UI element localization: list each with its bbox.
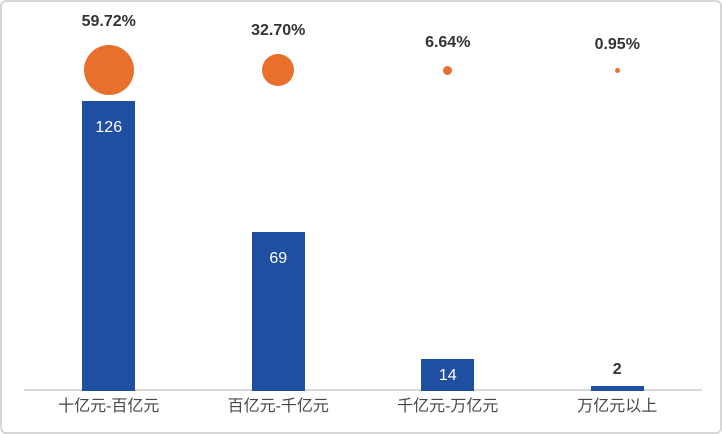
bar-3 [421, 359, 475, 391]
bar-value-label: 69 [269, 250, 288, 267]
bubble-pct-label: 0.95% [594, 35, 640, 53]
percentage-bubble [83, 45, 134, 95]
x-axis-category-label: 十亿元-百亿元 [58, 398, 160, 415]
x-axis-line [24, 389, 702, 391]
bar-1 [82, 101, 136, 391]
bar-4 [590, 386, 644, 391]
bubble-pct-label: 6.64% [425, 33, 471, 51]
percentage-bubble [262, 54, 295, 86]
x-axis-category-label: 千亿元-万亿元 [397, 398, 499, 415]
bubble-pct-label: 59.72% [81, 13, 136, 30]
x-axis-category-label: 万亿元以上 [577, 398, 658, 415]
bar-value-label: 2 [612, 361, 622, 378]
bar-value-label: 126 [95, 119, 123, 136]
x-axis-category-label: 百亿元-千亿元 [227, 398, 329, 415]
bar-2 [251, 232, 305, 391]
bubble-pct-label: 32.70% [251, 22, 306, 39]
percentage-bubble [443, 65, 453, 75]
percentage-bubble [614, 67, 620, 73]
bar-value-label: 14 [438, 366, 457, 384]
